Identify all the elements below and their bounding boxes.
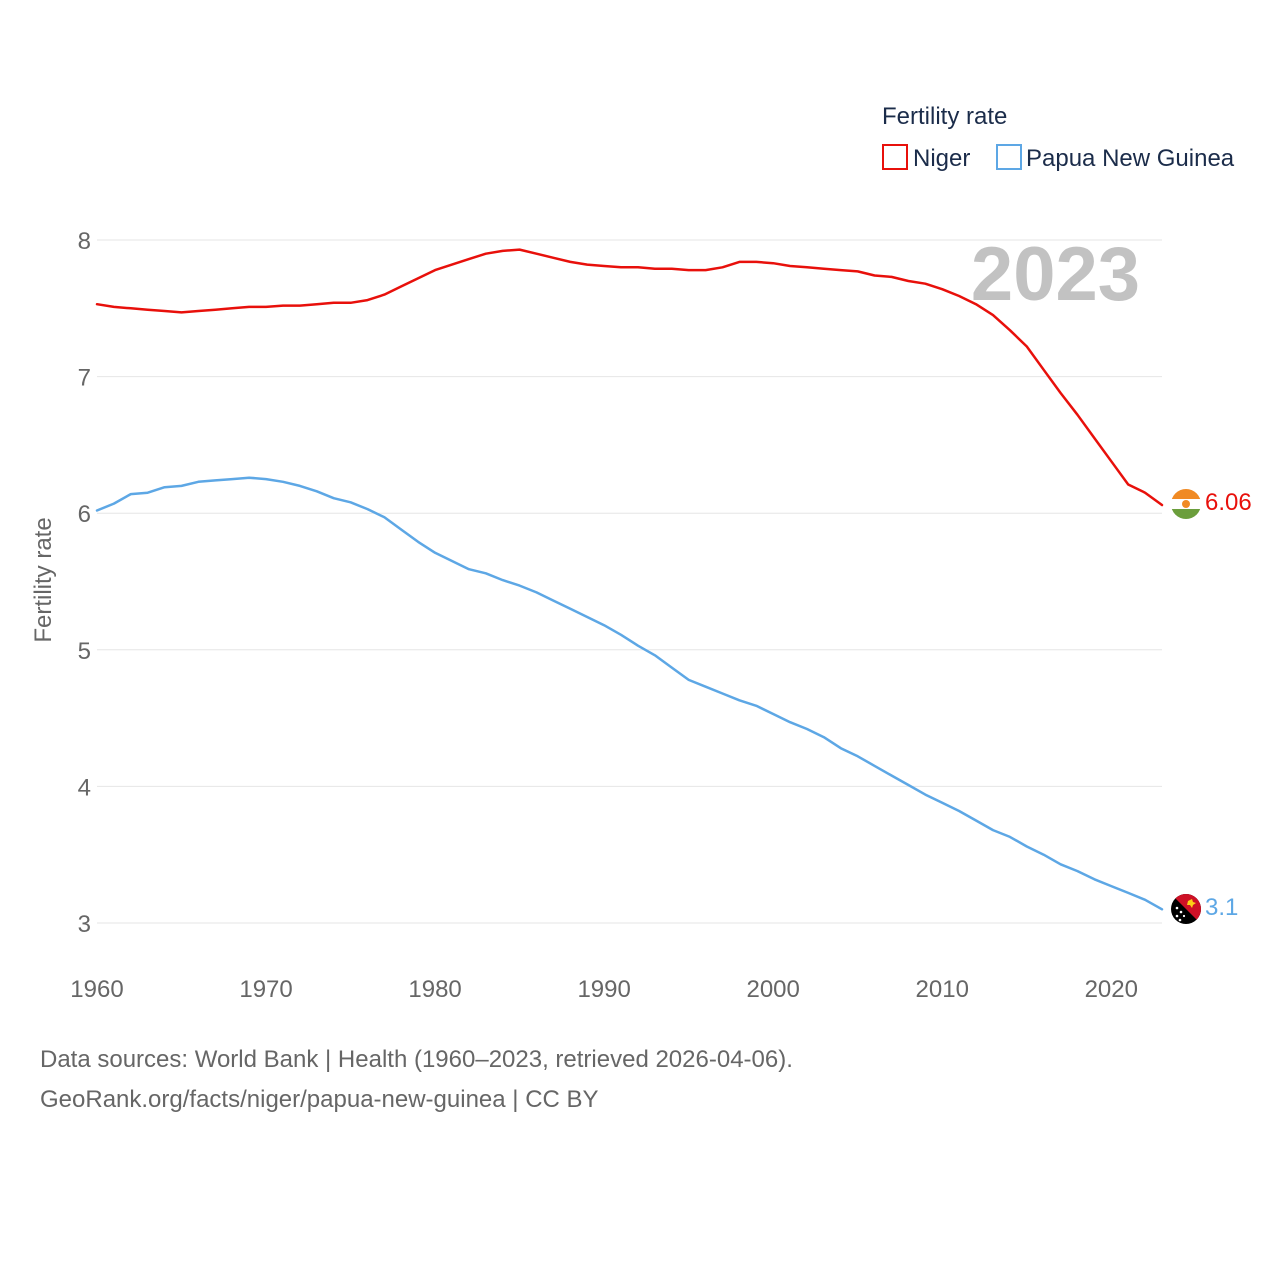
source-note: Data sources: World Bank | Health (1960–… xyxy=(40,1040,793,1120)
legend: Fertility rate Niger Papua New Guinea xyxy=(882,103,1235,172)
legend-label-niger: Niger xyxy=(913,145,970,172)
legend-item-papua-new-guinea[interactable]: Papua New Guinea xyxy=(996,144,1235,172)
y-tick-label: 8 xyxy=(78,228,91,255)
papua-new-guinea-flag-icon xyxy=(1171,894,1201,924)
niger-end-value: 6.06 xyxy=(1205,489,1252,516)
y-axis-ticks: 3 4 5 6 7 8 xyxy=(78,228,91,938)
x-tick-label: 1980 xyxy=(408,976,461,1003)
y-tick-label: 4 xyxy=(78,774,91,801)
legend-label-papua-new-guinea: Papua New Guinea xyxy=(1026,145,1235,172)
x-tick-label: 2020 xyxy=(1085,976,1138,1003)
x-tick-label: 2010 xyxy=(916,976,969,1003)
niger-flag-icon xyxy=(1171,489,1201,519)
series-line-papua-new-guinea xyxy=(95,476,1164,911)
fertility-rate-chart: 3 4 5 6 7 8 1960 1970 1980 1990 2000 2010 2020 Fert… xyxy=(30,103,1252,1003)
year-label: 2023 xyxy=(971,232,1140,317)
source-line-link[interactable]: GeoRank.org/facts/niger/papua-new-guinea… xyxy=(40,1086,599,1113)
x-tick-label: 2000 xyxy=(746,976,799,1003)
legend-swatch-niger xyxy=(882,144,908,170)
y-tick-label: 3 xyxy=(78,911,91,938)
series-line-niger xyxy=(95,248,1164,507)
x-tick-label: 1960 xyxy=(70,976,123,1003)
legend-title: Fertility rate xyxy=(882,103,1007,130)
y-axis-title: Fertility rate xyxy=(30,517,57,642)
source-line-data: Data sources: World Bank | Health (1960–… xyxy=(40,1046,793,1073)
papua-new-guinea-end-value: 3.1 xyxy=(1205,894,1238,921)
legend-item-niger[interactable]: Niger xyxy=(882,144,970,172)
x-axis-ticks: 1960 1970 1980 1990 2000 2010 2020 xyxy=(70,976,1138,1003)
x-tick-label: 1990 xyxy=(577,976,630,1003)
x-tick-label: 1970 xyxy=(239,976,292,1003)
legend-swatch-papua-new-guinea xyxy=(996,144,1022,170)
y-tick-label: 6 xyxy=(78,501,91,528)
grid-lines xyxy=(97,239,1162,924)
y-tick-label: 7 xyxy=(78,365,91,392)
series-lines xyxy=(95,248,1164,911)
y-tick-label: 5 xyxy=(78,638,91,665)
